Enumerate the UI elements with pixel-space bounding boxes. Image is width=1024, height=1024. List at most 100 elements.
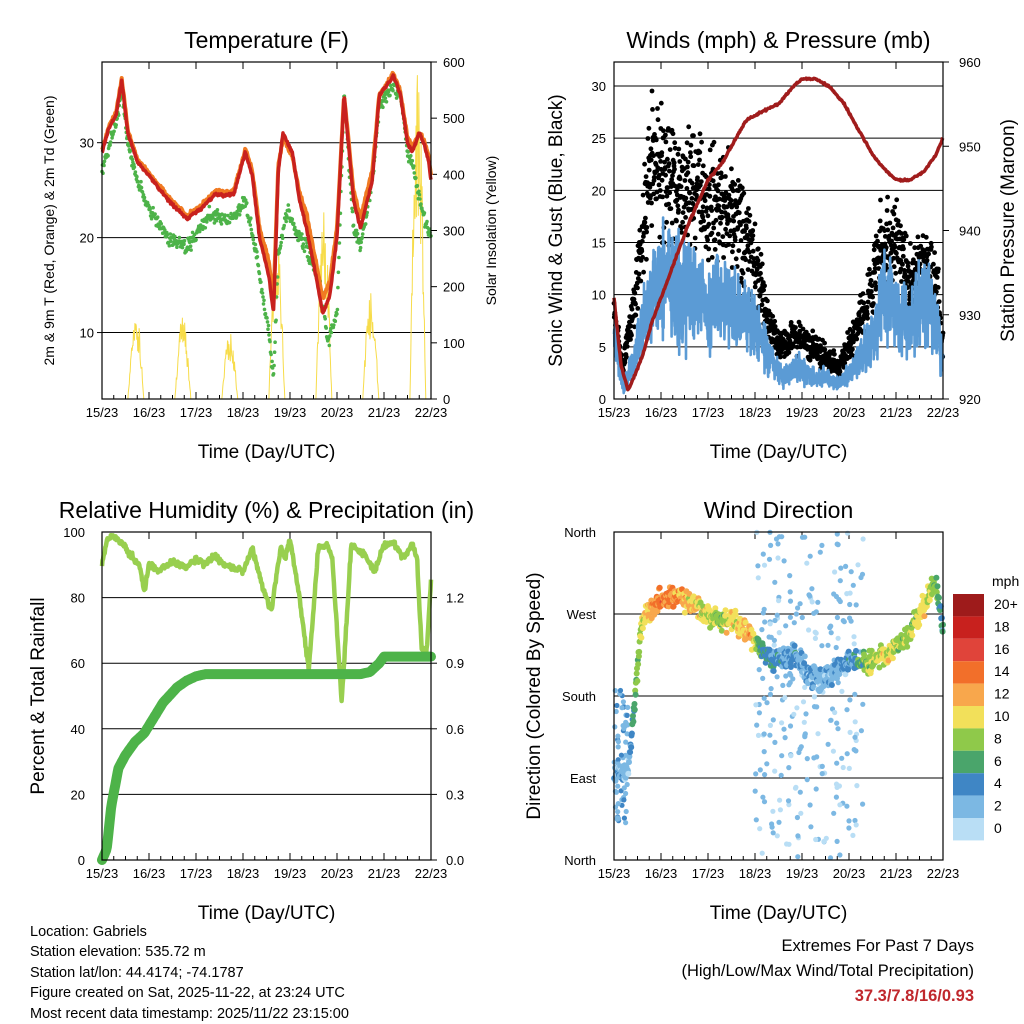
gust-point <box>872 266 878 271</box>
legend-swatch <box>953 661 984 684</box>
dewpoint-point <box>355 231 360 236</box>
gust-point <box>666 126 671 131</box>
dewpoint-point <box>140 190 145 194</box>
direction-point <box>834 531 840 537</box>
direction-point <box>621 797 627 803</box>
direction-point <box>831 810 837 816</box>
gust-point <box>709 230 715 236</box>
gust-point <box>646 167 652 173</box>
gust-point <box>719 214 725 220</box>
direction-point <box>626 753 633 760</box>
gust-point <box>655 106 660 111</box>
dewpoint-point <box>189 248 193 252</box>
dewpoint-point <box>419 202 423 206</box>
direction-point <box>835 635 841 641</box>
dewpoint-point <box>273 340 277 345</box>
gust-point <box>635 285 640 291</box>
gust-point <box>749 237 755 242</box>
dewpoint-point <box>163 228 167 232</box>
direction-point <box>837 598 843 605</box>
dewpoint-point <box>337 241 342 245</box>
gust-point <box>657 188 663 193</box>
dewpoint-point <box>130 157 135 162</box>
dewpoint-point <box>266 323 271 328</box>
legend-swatch <box>953 616 984 639</box>
gust-point <box>667 147 673 153</box>
gust-point <box>639 248 645 254</box>
panel-title: Relative Humidity (%) & Precipitation (i… <box>59 497 474 523</box>
dewpoint-point <box>159 221 163 226</box>
direction-point <box>630 712 636 719</box>
direction-point <box>844 803 850 809</box>
gust-point <box>695 175 700 181</box>
dewpoint-point <box>391 88 395 93</box>
gust-point <box>837 369 843 375</box>
direction-point <box>921 613 928 620</box>
direction-point <box>934 583 941 590</box>
dewpoint-point <box>386 89 391 94</box>
gust-point <box>644 229 649 235</box>
direction-point <box>791 642 798 649</box>
direction-point <box>787 573 793 579</box>
direction-point <box>761 695 767 701</box>
gust-point <box>713 217 719 223</box>
gust-point <box>759 302 765 308</box>
gust-point <box>727 233 733 239</box>
gust-point <box>674 197 680 203</box>
direction-point <box>621 725 627 732</box>
y-tick-label-right: 400 <box>443 167 465 182</box>
gust-point <box>631 296 637 302</box>
direction-point <box>833 781 840 787</box>
gust-point <box>733 256 739 262</box>
direction-point <box>837 802 843 808</box>
direction-point <box>786 765 792 771</box>
y-tick-label: 60 <box>71 656 85 671</box>
gust-point <box>684 186 690 191</box>
direction-point <box>615 809 621 815</box>
direction-point <box>819 542 825 549</box>
gust-point <box>873 233 879 239</box>
gust-point <box>928 240 934 246</box>
gust-point <box>677 176 683 182</box>
direction-point <box>635 653 642 660</box>
direction-point <box>817 549 823 555</box>
x-tick-label: 19/23 <box>274 405 307 420</box>
direction-point <box>787 614 794 620</box>
legend-swatch <box>953 750 984 774</box>
direction-point <box>933 589 940 596</box>
x-tick-label: 19/23 <box>786 405 819 420</box>
gust-point <box>707 193 713 199</box>
gust-point <box>640 254 645 260</box>
direction-point <box>759 850 765 856</box>
direction-point <box>823 835 829 841</box>
direction-point <box>621 785 627 791</box>
direction-point <box>851 634 857 640</box>
direction-point <box>936 594 942 601</box>
x-tick-label: 15/23 <box>598 866 631 881</box>
gust-point <box>800 326 806 332</box>
dewpoint-point <box>280 233 285 238</box>
dewpoint-point <box>167 243 172 248</box>
direction-point <box>802 732 808 739</box>
direction-point <box>770 717 776 723</box>
direction-point <box>937 603 944 610</box>
direction-point <box>614 815 620 821</box>
gust-point <box>715 231 721 237</box>
dewpoint-point <box>350 206 354 211</box>
dewpoint-point <box>364 213 369 217</box>
direction-point <box>625 770 632 777</box>
direction-point <box>632 691 639 698</box>
gust-point <box>807 357 813 363</box>
direction-point <box>761 749 767 755</box>
gust-point <box>671 160 677 166</box>
x-tick-label: 16/23 <box>133 866 166 881</box>
gust-point <box>680 219 685 225</box>
direction-point <box>635 661 642 668</box>
legend-swatch <box>953 795 984 818</box>
direction-point <box>812 629 818 635</box>
gust-point <box>898 223 903 229</box>
gust-point <box>738 238 744 243</box>
gust-point <box>647 184 653 190</box>
direction-point <box>776 819 782 825</box>
dewpoint-point <box>194 238 198 242</box>
